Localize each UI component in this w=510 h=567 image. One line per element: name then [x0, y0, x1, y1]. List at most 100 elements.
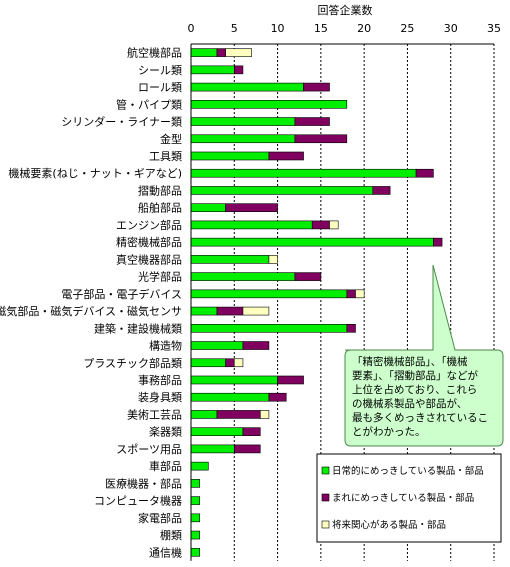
bar-segment-series-2 [233, 65, 244, 75]
category-label: 機械要素(ねじ・ナット・ギアなど) [8, 166, 182, 180]
x-tick-label: 10 [271, 22, 285, 35]
bar-segment-series-2 [311, 220, 330, 230]
bar-segment-series-1 [190, 82, 304, 92]
bar-segment-series-1 [190, 530, 200, 540]
bar-segment-series-1 [190, 237, 434, 247]
category-label: 光学部品 [138, 270, 182, 284]
bar-segment-series-1 [190, 48, 218, 57]
annotation-line: の機械系製品や部品が、 [352, 397, 467, 410]
x-tick-label: 30 [444, 22, 458, 35]
legend-items: 日常的にめっきしている製品・部品まれにめっきしている製品・部品将来関心がある製品… [321, 465, 484, 531]
annotation-callout: 「精密機械部品」、「機械要素」、「摺動部品」などが上位を占めており、これらの機械… [344, 264, 504, 447]
bar-segment-series-2 [303, 82, 330, 92]
category-label: 電子部品・電子デバイス [61, 287, 182, 301]
annotation-line: 上位を占めており、これら [352, 383, 477, 396]
bar-segment-series-3 [268, 255, 278, 264]
bar-segment-series-1 [190, 186, 374, 195]
bar-segment-series-1 [190, 547, 200, 557]
annotation-line: 最も多くめっきされているこ [352, 411, 488, 424]
legend-swatch [321, 493, 330, 502]
category-label: ロール類 [138, 81, 182, 94]
category-label: コンピュータ機器 [94, 494, 182, 508]
category-label: 装身具類 [138, 390, 182, 404]
annotation-line: とがわかった。 [352, 425, 426, 438]
annotation-text: 「精密機械部品」、「機械要素」、「摺動部品」などが上位を占めており、これらの機械… [352, 355, 488, 438]
bar-segment-series-1 [190, 427, 244, 436]
category-label: スポーツ用品 [116, 443, 182, 456]
x-tick-label: 20 [357, 22, 371, 35]
bar-segment-series-1 [190, 496, 200, 505]
bars [190, 48, 443, 557]
category-label: 楽器類 [149, 426, 182, 439]
bar-segment-series-2 [242, 341, 270, 350]
legend-box [316, 453, 502, 543]
bar-segment-series-1 [190, 341, 244, 350]
x-tick-label: 25 [400, 22, 414, 35]
bar-segment-series-2 [294, 272, 322, 281]
bar-segment-series-1 [190, 168, 417, 178]
category-label: 真空機器部品 [116, 252, 182, 266]
bar-segment-series-3 [233, 358, 244, 368]
bar-segment-series-2 [216, 48, 226, 57]
bar-segment-series-2 [268, 392, 287, 402]
category-label: 車部品 [149, 459, 182, 473]
bar-segment-series-1 [190, 203, 226, 212]
bar-segment-series-1 [190, 255, 270, 264]
x-axis-ticks: 0 5 10 15 20 25 30 35 [188, 22, 502, 35]
bar-segment-series-2 [346, 289, 356, 299]
bar-segment-series-2 [346, 323, 356, 333]
bar-segment-series-1 [190, 461, 209, 471]
legend-label: まれにめっきしている製品・部品 [332, 492, 474, 504]
bar-segment-series-1 [190, 479, 200, 488]
category-label: シリンダー・ライナー類 [61, 115, 182, 129]
x-tick-label: 35 [487, 22, 501, 35]
category-label: 摺動部品 [138, 183, 182, 197]
x-tick-label: 5 [231, 22, 238, 35]
bar-segment-series-2 [225, 358, 235, 368]
bar-segment-series-1 [190, 513, 200, 523]
category-label: 管・パイプ類 [116, 97, 182, 111]
bar-segment-series-3 [225, 48, 252, 57]
bar-segment-series-1 [190, 134, 296, 144]
category-label: エンジン部品 [116, 218, 182, 232]
category-label: 事務部品 [138, 373, 182, 387]
bar-segment-series-2 [415, 168, 434, 178]
bar-segment-series-2 [294, 134, 348, 144]
bar-segment-series-1 [190, 323, 348, 333]
category-labels: 航空機部品シール類ロール類管・パイプ類シリンダー・ライナー類金型工具類機械要素(… [0, 46, 182, 560]
bar-segment-series-1 [190, 151, 270, 161]
category-label: 医療機器・部品 [105, 476, 182, 490]
bar-segment-series-1 [190, 289, 348, 299]
legend-label: 将来関心がある製品・部品 [332, 519, 446, 531]
category-label: 精密機械部品 [116, 235, 182, 249]
annotation-bubble [344, 264, 504, 447]
bar-segment-series-2 [242, 427, 261, 436]
bar-segment-series-2 [372, 186, 391, 195]
x-tick-label: 15 [314, 22, 328, 35]
category-label: シール類 [138, 64, 182, 77]
legend: 日常的にめっきしている製品・部品まれにめっきしている製品・部品将来関心がある製品… [316, 453, 502, 543]
category-label: プラスチック部品類 [83, 356, 182, 370]
category-label: 工具類 [149, 150, 182, 163]
bar-segment-series-2 [268, 151, 304, 161]
bar-segment-series-1 [190, 65, 235, 75]
x-axis-title: 回答企業数 [318, 3, 373, 17]
bar-segment-series-1 [190, 272, 296, 281]
category-label: 美術工芸品 [127, 408, 182, 421]
bar-segment-series-1 [190, 117, 296, 126]
bar-segment-series-1 [190, 100, 348, 109]
bar-segment-series-3 [355, 289, 365, 299]
legend-label: 日常的にめっきしている製品・部品 [332, 465, 484, 477]
bar-segment-series-1 [190, 220, 313, 230]
bar-segment-series-3 [242, 306, 270, 316]
category-label: 通信機 [149, 545, 182, 559]
bar-segment-series-2 [433, 237, 443, 247]
bar-segment-series-1 [190, 306, 218, 316]
bar-segment-series-3 [259, 410, 270, 419]
bar-segment-series-2 [233, 444, 261, 454]
bar-segment-series-1 [190, 358, 226, 368]
annotation-line: 要素」、「摺動部品」などが [352, 369, 478, 382]
x-tick-label: 0 [188, 22, 195, 35]
bar-segment-series-3 [329, 220, 339, 230]
